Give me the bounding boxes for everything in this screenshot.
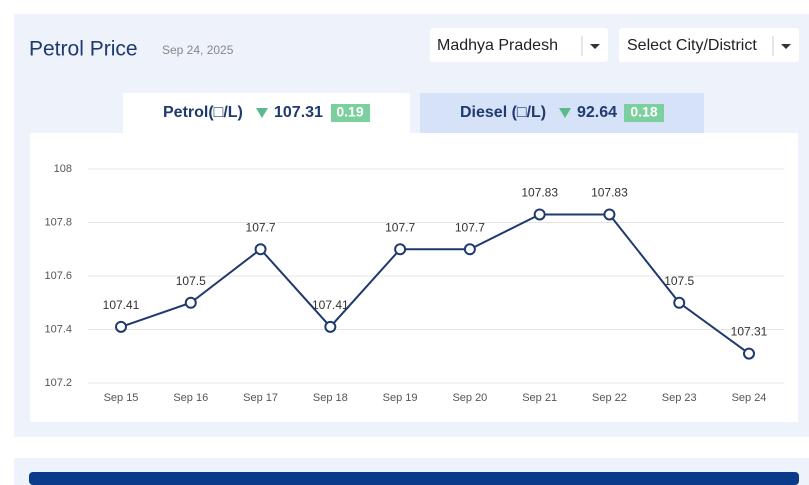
x-tick-label: Sep 22 [592, 392, 627, 404]
x-tick-label: Sep 21 [522, 392, 557, 404]
data-label: 107.7 [246, 220, 276, 234]
tab-price: 107.31 [274, 104, 323, 121]
down-icon [559, 108, 571, 118]
point [115, 320, 127, 333]
data-label: 107.83 [521, 186, 558, 200]
data-label: 107.5 [664, 274, 694, 288]
y-tick-label: 107.8 [44, 216, 72, 228]
data-label: 107.41 [312, 298, 349, 312]
point [463, 243, 476, 256]
y-tick-label: 107.2 [44, 377, 72, 389]
date: Sep 24, 2025 [162, 43, 234, 57]
point [603, 208, 616, 221]
data-label: 107.83 [591, 186, 628, 200]
x-tick-label: Sep 16 [173, 392, 208, 404]
x-tick-label: Sep 23 [662, 392, 697, 404]
y-tick-label: 108 [54, 163, 72, 175]
point [324, 320, 337, 333]
change-badge [624, 104, 664, 122]
data-label: 107.7 [455, 220, 485, 234]
x-tick-label: Sep 18 [313, 392, 348, 404]
plot: 107.2 107.4 107.6 107.8 108 Sep 15 Sep 16 Sep 1… [44, 163, 784, 404]
city-select[interactable] [619, 28, 799, 62]
data-label: 107.31 [731, 325, 768, 339]
down-icon [256, 108, 268, 118]
tab-label: Diesel (□/L) [460, 104, 546, 121]
tab-label: Petrol(□/L) [163, 104, 243, 121]
point [184, 296, 197, 309]
banner [29, 472, 799, 485]
chart-area [30, 133, 798, 422]
page-title: Petrol Price [29, 38, 138, 61]
x-tick-label: Sep 19 [383, 392, 418, 404]
x-tick-label: Sep 15 [104, 392, 139, 404]
x-tick-label: Sep 20 [452, 392, 487, 404]
tab-change: 0.18 [630, 104, 657, 120]
city-select-text: Select City/District [627, 37, 757, 54]
caret [781, 44, 791, 49]
point [743, 347, 755, 360]
x-tick-label: Sep 24 [732, 392, 767, 404]
data-label: 107.41 [103, 298, 140, 312]
y-tick-label: 107.6 [44, 270, 72, 282]
point [254, 243, 267, 256]
state-select-text: Madhya Pradesh [437, 37, 558, 54]
point [673, 296, 686, 309]
y-tick-label: 107.4 [44, 323, 72, 335]
state-select[interactable] [430, 28, 608, 62]
data-label: 107.7 [385, 220, 415, 234]
data-label: 107.5 [176, 274, 206, 288]
x-tick-label: Sep 17 [243, 392, 278, 404]
caret [590, 44, 600, 49]
point [533, 208, 546, 221]
line [120, 213, 750, 355]
change-badge [331, 104, 370, 122]
tab-price: 92.64 [577, 104, 617, 121]
tab-change: 0.19 [336, 104, 363, 120]
point [394, 243, 407, 256]
